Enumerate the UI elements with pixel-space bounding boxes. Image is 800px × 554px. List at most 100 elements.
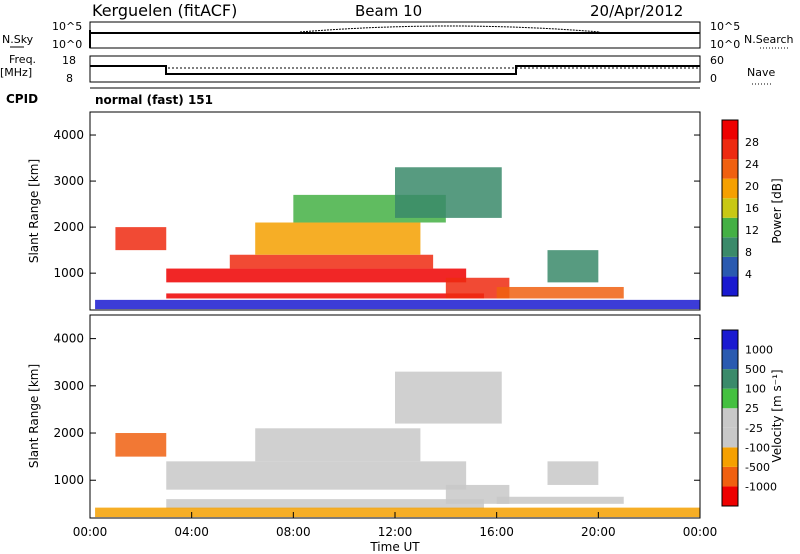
vel-colorbar-tick-7: 1000 bbox=[745, 344, 773, 357]
velocity-ylabel: Slant Range [km] bbox=[27, 364, 41, 468]
vel-ytick-label-2: 3000 bbox=[53, 379, 84, 393]
vel-colorbar-tick-4: 25 bbox=[745, 402, 759, 415]
power-colorbar-tick-1: 8 bbox=[745, 246, 752, 259]
power-colorbar-swatch-8 bbox=[722, 120, 738, 140]
power-colorbar-swatch-6 bbox=[722, 159, 738, 179]
power-colorbar-swatch-5 bbox=[722, 178, 738, 199]
power-colorbar-swatch-1 bbox=[722, 256, 738, 277]
nsearch-tick-top: 10^5 bbox=[710, 20, 740, 33]
xtick-label-4: 16:00 bbox=[479, 525, 514, 539]
xtick-label-0: 00:00 bbox=[73, 525, 108, 539]
vel-colorbar-frame bbox=[721, 329, 739, 507]
nsky-tick-bottom: 10^0 bbox=[52, 38, 82, 51]
cpid-value: normal (fast) 151 bbox=[95, 93, 213, 107]
vel-colorbar-tick-5: 100 bbox=[745, 383, 766, 396]
power-colorbar-frame bbox=[721, 119, 739, 297]
power-colorbar-tick-0: 4 bbox=[745, 268, 752, 281]
vel-ytick-label-1: 2000 bbox=[53, 426, 84, 440]
power-ytick-label-1: 2000 bbox=[53, 220, 84, 234]
date-title: 20/Apr/2012 bbox=[590, 2, 683, 20]
power-band-5 bbox=[255, 222, 421, 255]
power-colorbar-label: Power [dB] bbox=[770, 178, 784, 243]
nave-tick-top: 60 bbox=[710, 54, 724, 67]
power-band-1 bbox=[166, 293, 484, 299]
freq-panel: Freq. [MHz] 18 8 60 0 Nave bbox=[0, 53, 775, 85]
vel-colorbar-swatch-8 bbox=[722, 330, 738, 350]
power-colorbar-swatch-2 bbox=[722, 237, 738, 257]
velocity-data-layer bbox=[95, 371, 701, 518]
freq-label: Freq. bbox=[9, 53, 36, 66]
vel-colorbar-tick-0: -1000 bbox=[745, 480, 777, 493]
power-band-7 bbox=[445, 277, 510, 299]
vel-colorbar-tick-1: -500 bbox=[745, 461, 770, 474]
xtick-label-1: 04:00 bbox=[174, 525, 209, 539]
beam-title: Beam 10 bbox=[355, 2, 422, 20]
vel-colorbar-swatch-4 bbox=[722, 408, 738, 428]
power-colorbar: 4 8 12 16 20 24 28 bbox=[721, 119, 759, 297]
vel-colorbar-tick-6: 500 bbox=[745, 363, 766, 376]
power-colorbar-tick-4: 20 bbox=[745, 180, 759, 193]
vel-band-3 bbox=[115, 433, 167, 457]
power-panel: 1000 2000 3000 4000 Slant Range [km] bbox=[27, 111, 701, 311]
freq-tick-top: 18 bbox=[62, 54, 76, 67]
power-colorbar-tick-3: 16 bbox=[745, 202, 759, 215]
power-band-8 bbox=[496, 286, 624, 299]
nsky-tick-top: 10^5 bbox=[52, 20, 82, 33]
vel-colorbar-tick-2: -100 bbox=[745, 441, 770, 454]
power-ytick-label-2: 3000 bbox=[53, 174, 84, 188]
vel-colorbar-swatch-3 bbox=[722, 427, 738, 448]
velocity-colorbar: -1000 -500 -100 -25 25 100 500 1000 bbox=[721, 329, 777, 507]
nsearch-label: N.Search bbox=[744, 33, 794, 46]
nave-tick-bottom: 0 bbox=[710, 72, 717, 85]
cpid-label: CPID bbox=[6, 92, 38, 106]
vel-colorbar-swatch-7 bbox=[722, 349, 738, 370]
power-band-9 bbox=[395, 167, 502, 218]
power-band-3 bbox=[229, 254, 434, 269]
vel-band-8 bbox=[547, 461, 599, 485]
vel-ytick-label-3: 4000 bbox=[53, 332, 84, 346]
power-colorbar-swatch-0 bbox=[722, 276, 738, 296]
vel-band-1 bbox=[166, 461, 467, 490]
power-band-4 bbox=[115, 227, 167, 251]
freq-unit: [MHz] bbox=[0, 66, 32, 79]
vel-colorbar-swatch-5 bbox=[722, 388, 738, 409]
nsearch-tick-bottom: 10^0 bbox=[710, 38, 740, 51]
velocity-y-ticks: 1000 2000 3000 4000 bbox=[53, 332, 700, 487]
vel-band-2 bbox=[255, 428, 421, 462]
vel-colorbar-swatch-2 bbox=[722, 447, 738, 467]
power-ylabel: Slant Range [km] bbox=[27, 159, 41, 263]
power-band-0 bbox=[95, 299, 701, 310]
xtick-label-6: 00:00 bbox=[683, 525, 718, 539]
vel-band-7 bbox=[395, 371, 502, 424]
power-ytick-label-0: 1000 bbox=[53, 266, 84, 280]
power-colorbar-swatch-4 bbox=[722, 198, 738, 218]
power-colorbar-tick-2: 12 bbox=[745, 224, 759, 237]
xtick-label-5: 20:00 bbox=[581, 525, 616, 539]
velocity-colorbar-label: Velocity [m s⁻¹] bbox=[770, 369, 784, 462]
vel-ytick-label-0: 1000 bbox=[53, 473, 84, 487]
nsky-label: N.Sky bbox=[2, 33, 34, 46]
power-colorbar-tick-6: 28 bbox=[745, 136, 759, 149]
vel-colorbar-swatch-0 bbox=[722, 486, 738, 506]
power-colorbar-tick-5: 24 bbox=[745, 158, 759, 171]
cpid-row: CPID normal (fast) 151 bbox=[6, 87, 700, 107]
power-colorbar-swatch-7 bbox=[722, 139, 738, 160]
freq-tick-bottom: 8 bbox=[66, 72, 73, 85]
power-ytick-label-3: 4000 bbox=[53, 128, 84, 142]
vel-band-0 bbox=[166, 499, 484, 509]
power-band-2 bbox=[166, 268, 467, 283]
xtick-label-2: 08:00 bbox=[276, 525, 311, 539]
time-axis-label: Time UT bbox=[369, 540, 420, 554]
nave-label: Nave bbox=[747, 66, 775, 79]
vel-colorbar-swatch-1 bbox=[722, 466, 738, 487]
vel-band-6 bbox=[95, 507, 701, 518]
vel-colorbar-swatch-6 bbox=[722, 369, 738, 389]
velocity-panel: 1000 2000 3000 4000 Slant Range [km] bbox=[27, 314, 701, 519]
vel-colorbar-tick-3: -25 bbox=[745, 422, 763, 435]
power-data-layer bbox=[95, 167, 701, 310]
noise-panel: N.Sky 10^5 10^0 10^5 10^0 N.Search bbox=[2, 20, 794, 51]
vel-band-5 bbox=[496, 496, 624, 504]
power-band-10 bbox=[547, 250, 599, 283]
xtick-label-3: 12:00 bbox=[378, 525, 413, 539]
